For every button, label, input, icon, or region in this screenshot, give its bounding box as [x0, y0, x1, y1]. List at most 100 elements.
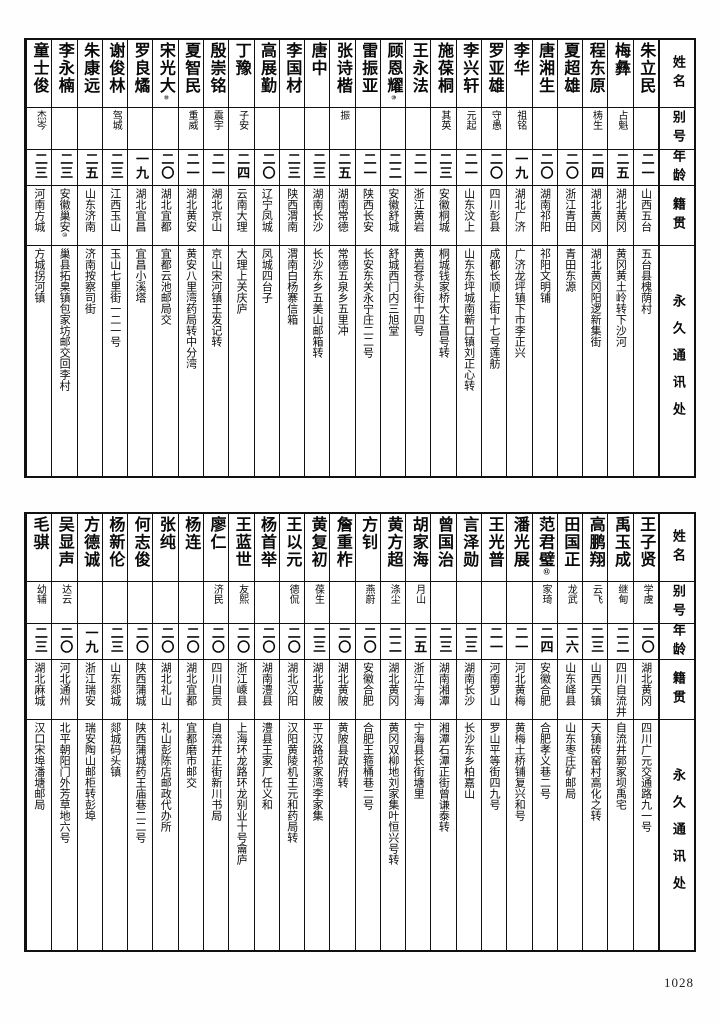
- entry-name: 胡家海: [406, 514, 431, 582]
- footnote-marker-icon: ⑫: [542, 568, 550, 577]
- entry-address: 方城拐河镇: [27, 246, 51, 476]
- entry-alias: 月山: [406, 582, 431, 624]
- entry-age-text: 一九: [133, 152, 149, 180]
- roster-entry-column: 高鹏翔 云飞 二三 山西天镇 天镇砖窑村高化之转: [582, 514, 608, 950]
- entry-name-text: 方钊: [359, 516, 379, 551]
- entry-age: 二三: [305, 150, 330, 186]
- row-label-age-text: 年龄: [669, 150, 685, 186]
- entry-alias: [355, 108, 380, 150]
- entry-alias-text: 振: [337, 110, 349, 120]
- entry-alias: 燕蔚: [355, 582, 380, 624]
- entry-age: 二一: [482, 624, 507, 660]
- roster-entry-column: 杨新伦 二三 山东郯城 郯城码头镇: [101, 514, 128, 950]
- footnote-marker-icon: ⑩: [390, 94, 398, 104]
- entry-name-text: 程东原: [586, 42, 606, 95]
- entry-alias: [52, 108, 77, 150]
- entry-address-text: 桐城钱家桥大生昌号转: [437, 248, 451, 358]
- entry-name: 施葆桐: [431, 40, 456, 108]
- entry-address: 黄安八里湾药局转中分湾: [179, 246, 203, 476]
- entry-alias-text: 云飞: [590, 584, 602, 604]
- entry-address: 天镇砖窑村高化之转: [583, 720, 607, 950]
- roster-entry-column: 程东原 梼生 二四 湖北黄冈 湖北黄冈阳逻新集街: [582, 40, 608, 476]
- entry-age-text: 二二: [613, 626, 629, 654]
- entry-name: 杨连: [178, 514, 203, 582]
- entry-name-text: 王光普: [485, 516, 505, 569]
- entry-alias: [77, 582, 102, 624]
- entry-name-text: 童士俊: [30, 42, 50, 95]
- entry-address-text: 大理上关庆庐: [235, 248, 249, 314]
- entry-address-text: 自流井正街新川书局: [209, 722, 223, 821]
- entry-alias: 杰岑: [26, 108, 52, 150]
- entry-address-text: 黄岩苍头街十四号: [412, 248, 426, 336]
- entry-name: 吴显声: [52, 514, 77, 582]
- entry-alias-text: 葆生: [312, 584, 324, 604]
- entry-alias-text: 子安: [236, 110, 248, 130]
- entry-origin: 湖南长沙: [456, 660, 482, 720]
- entry-name: 谢俊林: [102, 40, 128, 108]
- entry-address: 上海环龙路环龙别业十号龠庐: [229, 720, 253, 950]
- entry-name: 范君璧⑫: [532, 514, 557, 582]
- entry-age: 二五: [406, 624, 431, 660]
- entry-origin-text: 湖北礼山: [159, 662, 173, 706]
- row-label-origin: 籍贯: [660, 660, 694, 720]
- entry-name: 杨首举: [254, 514, 279, 582]
- row-label-address: 永久通讯处: [660, 246, 694, 476]
- entry-origin: 安徽合肥: [355, 660, 380, 720]
- entry-address-text: 凤城四台子: [260, 248, 274, 303]
- entry-origin: 湖北黄冈: [583, 186, 608, 246]
- entry-name-text: 黄复初: [308, 516, 328, 569]
- entry-age: 二六: [557, 624, 583, 660]
- entry-name-text: 毛骐: [30, 516, 50, 551]
- entry-name: 何志俊: [128, 514, 153, 582]
- roster-entry-column: 李永楠 二三 安徽巢安⑩ 巢县拓臬镇包家坊邮交回李村: [51, 40, 77, 476]
- entry-age: 二〇: [153, 150, 178, 186]
- entry-address-text: 瑞安陶山邮柜转彭埠: [83, 722, 97, 821]
- roster-entry-column: 顾恩耀⑩ 二二 安徽舒城 舒城西门内三旭堂: [379, 40, 406, 476]
- roster-entry-column: 朱立民 二一 山西五台 五台县槐荫村: [632, 40, 658, 476]
- entry-age: 二三: [456, 624, 482, 660]
- roster-entry-column: 方钊 燕蔚 二〇 安徽合肥 合肥王箍桶巷二号: [354, 514, 380, 950]
- entry-address-text: 平汉路祁家湾李家集: [310, 722, 324, 821]
- entry-age-text: 二〇: [158, 152, 174, 180]
- entry-origin: 河北通州: [52, 660, 77, 720]
- entry-origin-text: 湖南澧县: [260, 662, 274, 706]
- entry-alias: [279, 108, 305, 150]
- entry-origin: 浙江黄岩: [406, 186, 431, 246]
- entry-address: 宜都磨市邮交: [179, 720, 203, 950]
- entry-age-text: 二三: [284, 152, 300, 180]
- entry-address: 汉阳黄陵机王元和药局转: [280, 720, 304, 950]
- entry-age-text: 二一: [461, 152, 477, 180]
- roster-entry-column: 宋光大⑩ 二〇 湖北宜都 宜都云池邮局交: [152, 40, 178, 476]
- roster-entry-column: 胡家海 月山 二五 浙江宁海 宁海县长街塘里: [405, 514, 431, 950]
- entry-address-text: 汉口宋埠潘塘邮局: [32, 722, 46, 810]
- entry-age: 二〇: [279, 624, 305, 660]
- entry-origin: 安徽巢安⑩: [52, 186, 77, 246]
- entry-age-text: 二四: [234, 152, 250, 180]
- entry-name-text: 李国材: [283, 42, 303, 95]
- entry-name: 廖仁: [203, 514, 229, 582]
- entry-name: 禹玉成: [608, 514, 633, 582]
- entry-alias: 元起: [456, 108, 482, 150]
- roster-table-top: 姓名 别号 年龄 籍贯 永久通讯处 朱立民 二一 山西五台 五台县槐荫村 梅彝 占魁 二五 湖北黄冈 黄冈…: [24, 38, 696, 478]
- entry-origin-text: 江西玉山: [108, 188, 122, 232]
- row-label-name-text: 姓名: [669, 54, 685, 93]
- roster-entry-column: 禹玉成 继甸 二二 四川自流井 自流井郭家坝禹宅: [607, 514, 633, 950]
- entry-name-text: 禹玉成: [611, 516, 631, 569]
- entry-address-text: 罗山平等街四九号: [487, 722, 501, 810]
- entry-address-text: 祁阳文明铺: [538, 248, 552, 303]
- entry-age: 二〇: [203, 624, 229, 660]
- entry-origin-text: 湖北宜都: [159, 188, 173, 232]
- entry-address: 汉口宋埠潘塘邮局: [27, 720, 51, 950]
- row-label-alias: 别号: [660, 108, 694, 150]
- row-label-alias-text: 别号: [669, 109, 685, 148]
- entry-alias-text: 达云: [59, 584, 71, 604]
- entry-alias: [507, 582, 532, 624]
- entry-alias: 葆生: [305, 582, 330, 624]
- entry-age: 二〇: [52, 624, 77, 660]
- roster-entry-column: 夏智民 重威 二一 湖北黄安 黄安八里湾药局转中分湾: [177, 40, 203, 476]
- entry-address-text: 合肥孝义巷二号: [538, 722, 552, 799]
- entry-address-text: 合肥王箍桶巷二号: [361, 722, 375, 810]
- entry-age: 二〇: [254, 150, 279, 186]
- entry-address: 自流井郭家坝禹宅: [608, 720, 632, 950]
